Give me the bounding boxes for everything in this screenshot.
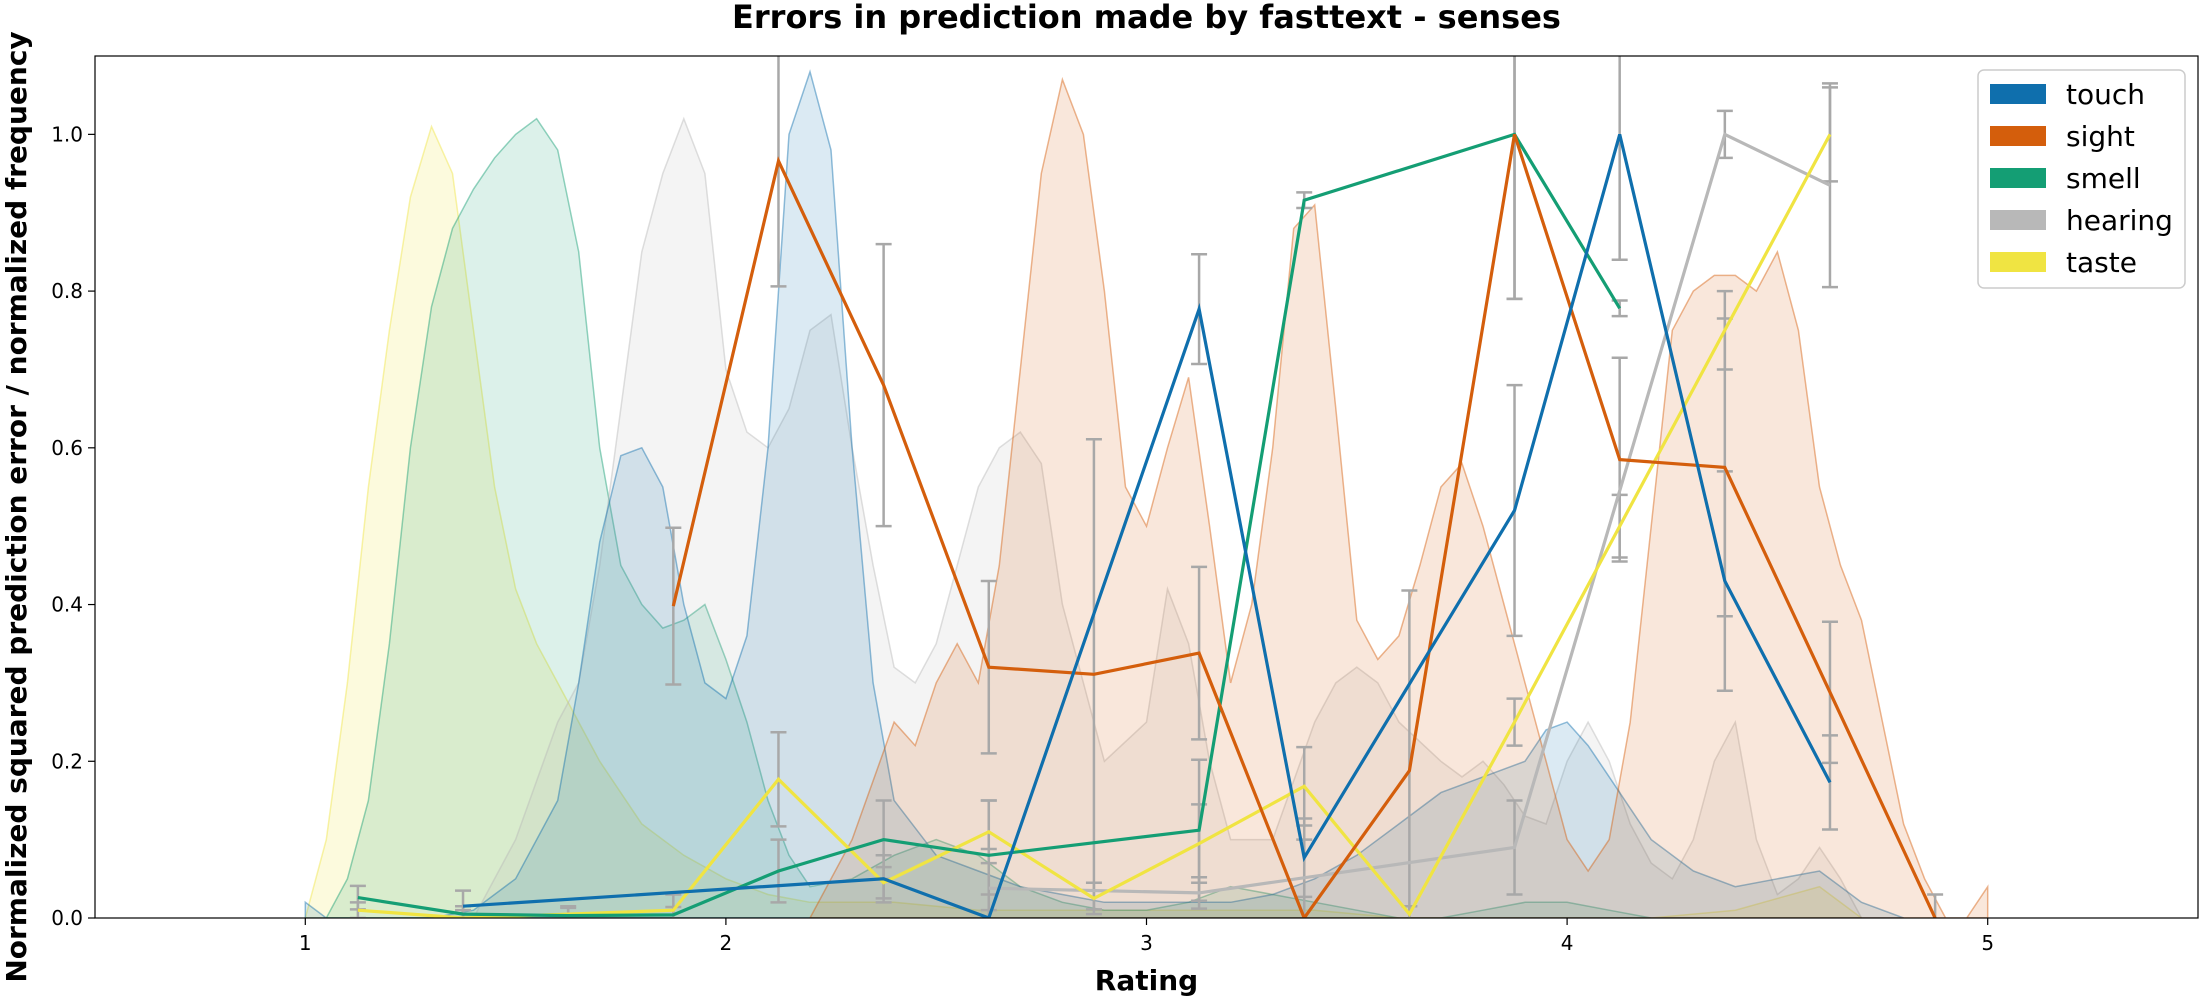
y-tick-label: 0.8 xyxy=(51,279,83,303)
series-line-hearing xyxy=(988,132,1831,895)
legend-swatch-taste xyxy=(1990,252,2046,272)
legend-item-smell: smell xyxy=(1990,162,2141,195)
legend-box xyxy=(1977,69,2186,289)
legend-swatch-touch xyxy=(1990,84,2046,104)
chart-title: Errors in prediction made by fasttext - … xyxy=(732,0,1561,36)
legend-swatch-sight xyxy=(1990,126,2046,146)
x-tick-label: 3 xyxy=(1140,931,1153,955)
legend-swatch-hearing xyxy=(1990,210,2046,230)
x-tick-label: 4 xyxy=(1561,931,1574,955)
series-line-sight xyxy=(671,133,1937,918)
y-tick-label: 0.0 xyxy=(51,906,83,930)
density-layer xyxy=(304,69,1989,918)
tick-layer: 1 2 3 4 5 0.0 0.2 0.4 0.6 0.8 1.0 xyxy=(51,122,1994,955)
y-tick-label: 0.2 xyxy=(51,749,83,773)
legend-label-smell: smell xyxy=(2066,162,2141,195)
density-area-sight xyxy=(809,76,1989,918)
errorbar-sight xyxy=(1296,838,1313,918)
density-area-touch xyxy=(304,69,1904,918)
series-line-taste xyxy=(357,133,1832,918)
series-line-smell xyxy=(357,132,1622,918)
series-line-layer xyxy=(357,132,1937,918)
legend-item-hearing: hearing xyxy=(1990,204,2173,237)
density-area-taste xyxy=(304,124,1863,918)
legend-item-touch: touch xyxy=(1990,78,2145,111)
errorbar-taste xyxy=(349,901,366,918)
series-line-touch xyxy=(462,133,1832,918)
legend-label-touch: touch xyxy=(2066,78,2145,111)
legend-swatch-smell xyxy=(1990,168,2046,188)
x-axis-label: Rating xyxy=(1095,964,1198,997)
density-area-smell xyxy=(325,117,1652,918)
y-tick-label: 1.0 xyxy=(51,122,83,146)
density-area-hearing xyxy=(472,116,1863,918)
legend: touch sight smell hearing taste xyxy=(1977,69,2186,289)
legend-label-taste: taste xyxy=(2066,246,2137,279)
errorbar-sight xyxy=(1927,893,1944,918)
x-tick-label: 5 xyxy=(1981,931,1994,955)
y-tick-label: 0.4 xyxy=(51,593,83,617)
x-tick-label: 2 xyxy=(720,931,733,955)
legend-item-sight: sight xyxy=(1990,120,2135,153)
errorbar-smell xyxy=(1611,299,1628,318)
x-tick-label: 1 xyxy=(299,931,312,955)
errorbar-taste xyxy=(1821,86,1838,183)
y-tick-label: 0.6 xyxy=(51,436,83,460)
y-axis-label: Normalized squared prediction error / no… xyxy=(0,31,33,982)
legend-label-sight: sight xyxy=(2066,120,2135,153)
legend-item-taste: taste xyxy=(1990,246,2137,279)
legend-label-hearing: hearing xyxy=(2066,204,2173,237)
errorbar-sight xyxy=(665,526,682,686)
